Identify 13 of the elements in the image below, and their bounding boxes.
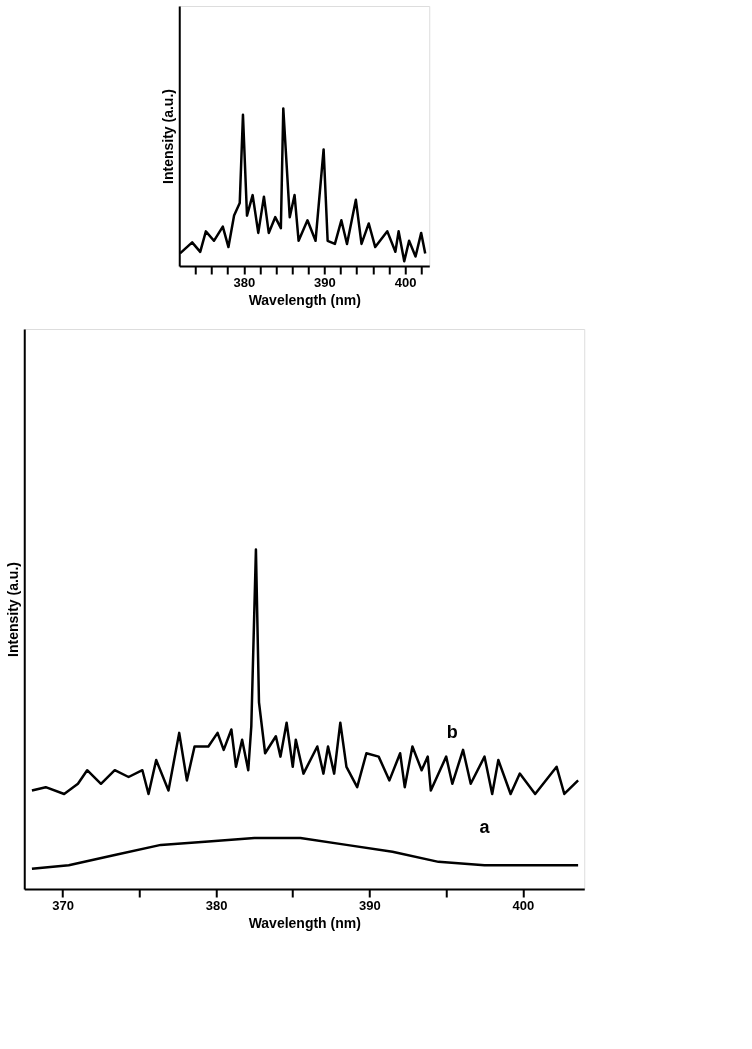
y-axis-title: Intensity (a.u.)	[159, 89, 176, 184]
x-tick-label: 390	[314, 274, 336, 290]
x-tick-label: 400	[394, 274, 417, 290]
y-axis-title: Intensity (a.u.)	[4, 562, 21, 657]
series-label: a	[479, 816, 491, 837]
series-label: b	[446, 721, 458, 742]
x-axis-title: Wavelength (nm)	[248, 914, 361, 931]
x-tick-label: 380	[205, 897, 228, 913]
x-tick-label: 380	[233, 274, 256, 290]
x-tick-label: 370	[52, 897, 74, 913]
x-tick-label: 400	[512, 897, 535, 913]
x-axis-title: Wavelength (nm)	[248, 291, 361, 308]
x-tick-label: 390	[359, 897, 381, 913]
